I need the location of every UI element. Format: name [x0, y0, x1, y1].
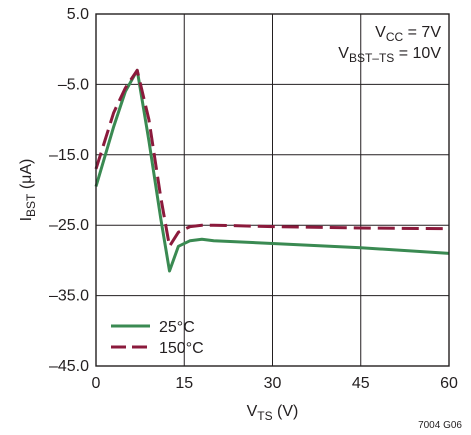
series-line-1	[94, 68, 450, 248]
series-line-0	[94, 68, 450, 273]
x-axis-label-main: V	[247, 403, 258, 420]
x-tick-label-1: 15	[175, 375, 193, 392]
x-tick-label-2: 30	[264, 375, 282, 392]
annotation-vbst-sub: BST–TS	[349, 51, 394, 65]
annotation-vcc-main: V	[375, 24, 386, 41]
y-tick-label-3: –25.0	[49, 217, 89, 234]
y-tick-label-0: 5.0	[67, 6, 89, 23]
annotation-vcc: VCC = 7V	[375, 24, 441, 44]
y-tick-label-2: –15.0	[49, 147, 89, 164]
x-axis-label-unit: (V)	[273, 403, 299, 420]
annotation-vbst-rest: = 10V	[394, 45, 441, 62]
y-tick-label-5: –45.0	[49, 358, 89, 375]
y-tick-label-1: –5.0	[58, 76, 89, 93]
y-tick-label-4: –35.0	[49, 288, 89, 305]
x-tick-label-4: 60	[440, 375, 458, 392]
figure-id: 7004 G06	[418, 420, 462, 431]
plot-frame	[95, 13, 450, 367]
x-axis-label-sub: TS	[257, 409, 272, 423]
annotation-vcc-sub: CC	[386, 30, 404, 44]
legend: 25°C 150°C	[111, 319, 204, 357]
y-tick-labels: 5.0 –5.0 –15.0 –25.0 –35.0 –45.0	[49, 6, 89, 375]
series-group	[94, 68, 450, 273]
y-axis-label-sub: BST	[24, 193, 38, 217]
x-axis-label: VTS (V)	[247, 403, 299, 423]
x-tick-label-0: 0	[92, 375, 101, 392]
legend-label-25c: 25°C	[159, 319, 195, 336]
x-tick-labels: 0 15 30 45 60	[92, 375, 458, 392]
annotation-vcc-rest: = 7V	[403, 24, 441, 41]
annotation-vbst: VBST–TS = 10V	[338, 45, 441, 65]
x-tick-label-3: 45	[352, 375, 370, 392]
annotation-box: VCC = 7V VBST–TS = 10V	[338, 24, 441, 65]
y-axis-label: IBST (μA)	[18, 159, 38, 222]
annotation-vbst-main: V	[338, 45, 349, 62]
grid	[96, 14, 449, 366]
y-axis-label-main: I	[18, 217, 35, 221]
y-axis-label-unit: (μA)	[18, 159, 35, 194]
legend-label-150c: 150°C	[159, 340, 204, 357]
